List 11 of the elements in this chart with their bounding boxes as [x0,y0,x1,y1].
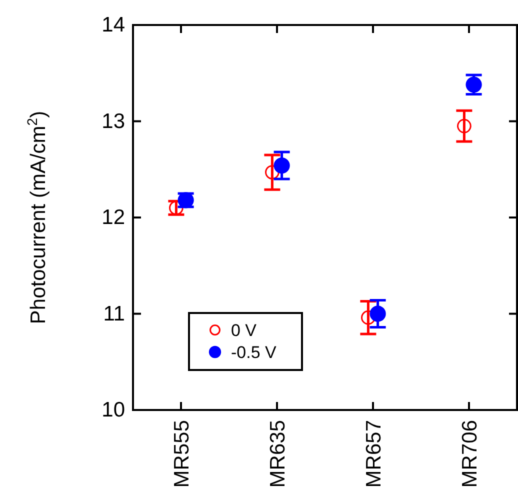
y-tick-label: 11 [103,302,125,326]
y-tick-label: 10 [102,398,125,422]
x-tick-label: MR706 [458,420,482,488]
legend-label: 0 V [231,320,258,340]
y-tick-label: 13 [102,110,125,133]
x-tick-label: MR555 [170,420,194,488]
legend-label: -0.5 V [231,342,278,362]
y-tick-label: 14 [102,14,126,37]
y-tick-label: 12 [102,206,125,230]
x-tick-label: MR657 [362,420,386,488]
x-tick-label: MR635 [266,420,290,488]
